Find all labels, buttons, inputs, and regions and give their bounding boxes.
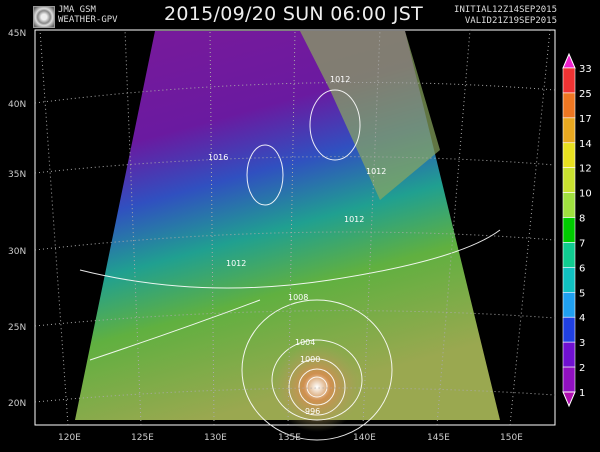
lat-label: 30N — [8, 247, 26, 257]
typhoon-center — [272, 342, 362, 432]
lon-label: 125E — [131, 433, 154, 443]
isobar-label: 996 — [305, 407, 320, 416]
colorbar-label: 6 — [579, 263, 585, 274]
wind-field-northeast — [300, 31, 440, 200]
jma-logo-icon — [33, 6, 55, 28]
isobar-label: 1012 — [344, 215, 364, 224]
product-line-1: JMA GSM — [58, 5, 96, 15]
colorbar-segment — [562, 366, 576, 393]
lat-label: 25N — [8, 323, 26, 333]
colorbar-label: 2 — [579, 363, 585, 374]
colorbar-segment — [562, 167, 576, 193]
lat-label: 45N — [8, 29, 26, 39]
isobar-label: 1012 — [366, 167, 386, 176]
isobar-label: 1008 — [288, 293, 308, 302]
isobar-label: 1016 — [208, 153, 228, 162]
valid-time: VALID21Z19SEP2015 — [464, 16, 557, 26]
colorbar-label: 17 — [579, 114, 592, 125]
colorbar-segment — [562, 192, 576, 218]
isobar-label: 1012 — [226, 259, 246, 268]
map-title: 2015/09/20 SUN 06:00 JST — [164, 3, 424, 25]
colorbar-label: 8 — [579, 214, 585, 225]
graticule — [34, 29, 556, 426]
initial-time: INITIAL12Z14SEP2015 — [454, 5, 557, 15]
colorbar-segment — [562, 267, 576, 293]
isobar-label: 1000 — [300, 355, 320, 364]
lat-label: 20N — [8, 399, 26, 409]
colorbar-segment — [562, 316, 576, 343]
isobars — [79, 89, 501, 441]
isobar-label: 1004 — [295, 338, 315, 347]
colorbar-arrow-top — [562, 52, 576, 69]
lon-labels: 120E 125E 130E 135E 140E 145E 150E — [58, 433, 523, 443]
header: JMA GSM WEATHER-GPV 2015/09/20 SUN 06:00… — [0, 0, 600, 30]
colorbar: 33 25 17 14 12 10 8 7 6 5 4 3 2 1 — [562, 52, 592, 408]
lat-label: 40N — [8, 100, 26, 110]
lon-label: 130E — [204, 433, 227, 443]
colorbar-segment — [562, 292, 576, 318]
colorbar-label: 1 — [579, 388, 585, 399]
colorbar-label: 3 — [579, 338, 585, 349]
lat-label: 35N — [8, 170, 26, 180]
isobar-labels: 1012 1016 1012 1012 1012 1008 1004 1000 … — [208, 75, 386, 416]
lon-label: 150E — [500, 433, 523, 443]
lon-label: 145E — [427, 433, 450, 443]
colorbar-label: 12 — [579, 164, 592, 175]
colorbar-label: 10 — [579, 189, 592, 200]
colorbar-segment — [562, 142, 576, 168]
colorbar-segment — [562, 217, 576, 243]
colorbar-label: 14 — [579, 139, 592, 150]
product-label: JMA GSM WEATHER-GPV — [58, 5, 118, 25]
lat-labels: 45N 40N 35N 30N 25N 20N — [8, 29, 26, 409]
colorbar-label: 4 — [579, 313, 585, 324]
isobar-label: 1012 — [330, 75, 350, 84]
colorbar-segment — [562, 67, 576, 94]
colorbar-label: 25 — [579, 89, 592, 100]
lon-label: 135E — [278, 433, 301, 443]
colorbar-label: 5 — [579, 288, 585, 299]
colorbar-arrow-bottom — [562, 391, 576, 408]
colorbar-segment — [562, 92, 576, 119]
colorbar-segment — [562, 341, 576, 368]
lon-label: 120E — [58, 433, 81, 443]
colorbar-label: 33 — [579, 64, 592, 75]
lon-label: 140E — [353, 433, 376, 443]
run-info: INITIAL12Z14SEP2015 VALID21Z19SEP2015 — [437, 5, 557, 27]
product-line-2: WEATHER-GPV — [58, 15, 118, 25]
colorbar-label: 7 — [579, 238, 585, 249]
colorbar-segment — [562, 117, 576, 144]
colorbar-segment — [562, 242, 576, 268]
